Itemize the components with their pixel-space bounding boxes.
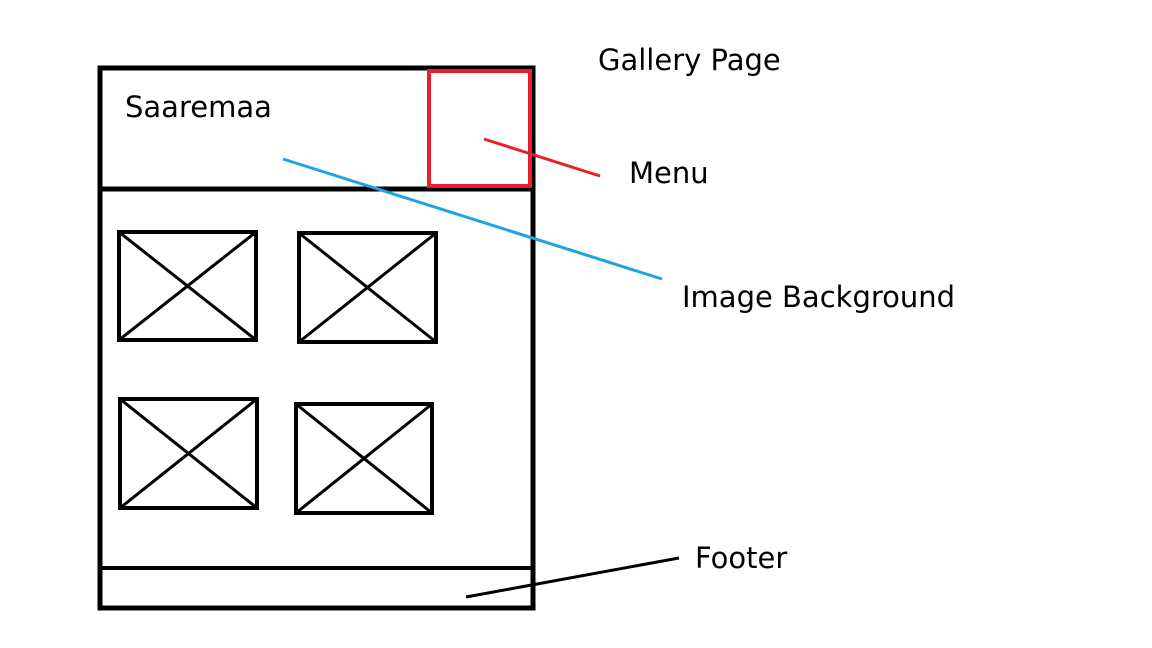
footer <box>98 566 535 610</box>
image-placeholder[interactable] <box>117 230 258 342</box>
menu-box[interactable] <box>427 69 532 188</box>
footer-annotation-label: Footer <box>695 541 788 575</box>
image-placeholder[interactable] <box>297 231 438 344</box>
menu-pointer-line <box>483 137 601 178</box>
page-title: Gallery Page <box>598 43 781 77</box>
footer-pointer-line <box>465 556 680 599</box>
image-background-annotation-label: Image Background <box>682 280 956 314</box>
image-background-pointer-line <box>282 157 663 281</box>
header <box>97 65 536 192</box>
site-title: Saaremaa <box>125 90 272 124</box>
image-placeholder[interactable] <box>118 397 259 510</box>
menu-annotation-label: Menu <box>629 156 709 190</box>
image-placeholder[interactable] <box>294 402 434 515</box>
